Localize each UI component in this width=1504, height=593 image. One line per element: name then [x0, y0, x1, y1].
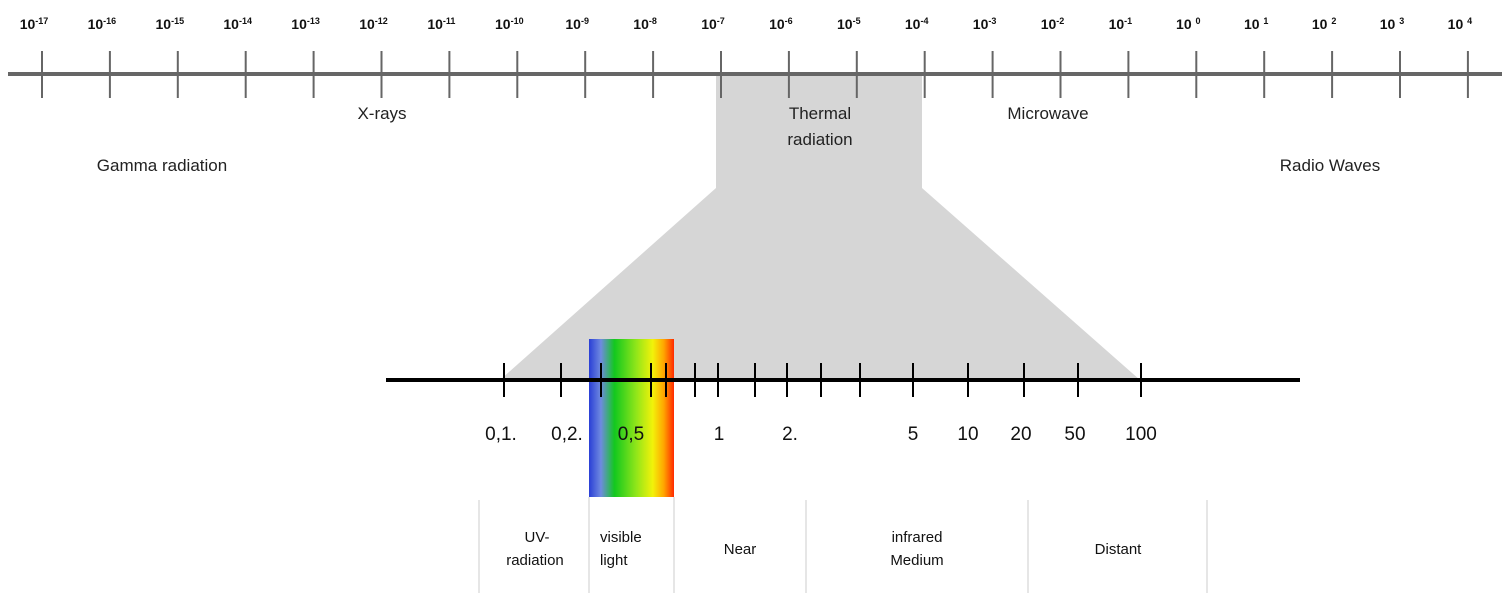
- top-axis-exponent-label: 10-15: [156, 16, 185, 32]
- lower-wavelength-axis: [386, 363, 1300, 397]
- uv-radiation-label-line1: UV-: [524, 529, 549, 546]
- top-axis-exponent-label: 10-12: [359, 16, 388, 32]
- microwave-label: Microwave: [1007, 104, 1088, 123]
- top-axis-exponent-label: 10 1: [1244, 16, 1268, 32]
- top-axis-exponent-label: 10 2: [1312, 16, 1336, 32]
- lower-tick-label: 1: [714, 424, 725, 445]
- top-axis-exponent-label: 10 4: [1448, 16, 1472, 32]
- top-axis-exponent-label: 10-5: [837, 16, 861, 32]
- near-infrared-label: Near: [724, 541, 757, 558]
- lower-tick-label: 100: [1125, 424, 1157, 445]
- top-axis-exponent-label: 10-7: [701, 16, 725, 32]
- top-axis-exponent-label: 10-2: [1041, 16, 1065, 32]
- top-axis-ticks: [41, 51, 1469, 98]
- lower-tick-label: 0,2.: [551, 424, 583, 445]
- top-axis-exponent-label: 10-9: [565, 16, 589, 32]
- lower-tick-label: 5: [908, 424, 919, 445]
- top-axis-exponent-label: 10-14: [223, 16, 252, 32]
- top-axis-exponent-label: 10 0: [1176, 16, 1200, 32]
- visible-light-label-line1: visible: [600, 529, 642, 546]
- uv-radiation-label-line2: radiation: [506, 552, 564, 569]
- thermal-radiation-label-line2: radiation: [787, 130, 852, 149]
- infrared-label: infrared: [892, 529, 943, 546]
- top-axis-exponent-label: 10-3: [973, 16, 997, 32]
- lower-tick-label: 2.: [782, 424, 798, 445]
- top-axis-exponent-label: 10-6: [769, 16, 793, 32]
- distant-infrared-label: Distant: [1095, 541, 1143, 558]
- visible-light-label-line2: light: [600, 552, 628, 569]
- gamma-radiation-label: Gamma radiation: [97, 156, 227, 175]
- top-axis-exponent-label: 10-16: [88, 16, 117, 32]
- band-dividers: [478, 497, 1208, 593]
- lower-tick-label: 0,1.: [485, 424, 517, 445]
- top-axis-exponent-label: 10-10: [495, 16, 524, 32]
- lower-tick-label: 20: [1010, 424, 1031, 445]
- lower-tick-label: 50: [1064, 424, 1085, 445]
- x-rays-label: X-rays: [357, 104, 406, 123]
- thermal-radiation-label-line1: Thermal: [789, 104, 851, 123]
- top-wavelength-axis: 10-17 10-16 10-15 10-14 10-13 10-12 10-11 10-10…: [8, 16, 1502, 98]
- top-axis-exponent-label: 10-1: [1109, 16, 1133, 32]
- lower-tick-label: 10: [957, 424, 978, 445]
- radio-waves-label: Radio Waves: [1280, 156, 1380, 175]
- top-axis-exponent-label: 10 3: [1380, 16, 1404, 32]
- top-axis-exponent-label: 10-4: [905, 16, 929, 32]
- top-axis-exponent-label: 10-13: [291, 16, 320, 32]
- top-axis-exponent-label: 10-8: [633, 16, 657, 32]
- visible-spectrum-gradient: [589, 339, 674, 497]
- lower-tick-label: 0,5: [618, 424, 644, 445]
- top-axis-exponent-label: 10-17: [20, 16, 49, 32]
- thermal-zoom-region: [500, 74, 1140, 380]
- top-axis-exponent-label: 10-11: [427, 16, 455, 32]
- medium-infrared-label: Medium: [890, 552, 943, 569]
- lower-axis-labels: 0,1. 0,2. 0,5 1 2. 5 10 20 50 100: [485, 424, 1157, 445]
- lower-axis-ticks: [503, 363, 1142, 397]
- top-axis-exponent-labels: 10-17 10-16 10-15 10-14 10-13 10-12 10-11 10-10…: [20, 16, 1472, 32]
- band-labels: UV- radiation visible light Near infrare…: [506, 529, 1142, 569]
